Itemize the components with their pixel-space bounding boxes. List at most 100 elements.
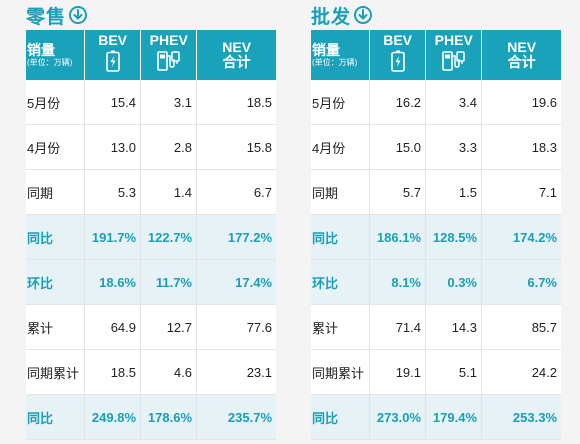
cell-nev: 15.8 (196, 125, 276, 169)
row-label: 累计 (27, 320, 54, 336)
cell-bev: 5.3 (84, 170, 140, 214)
cell-bev: 273.0% (369, 395, 425, 439)
cell-phev: 0.3% (425, 260, 481, 304)
cell-nev: 174.2% (481, 215, 561, 259)
table-body: 5月份 16.2 3.4 19.6 4月份 15.0 3.3 18.3 同期 5.7 1.5 7.1 同… (311, 80, 561, 440)
cell-phev: 122.7% (140, 215, 196, 259)
header-phev-label: PHEV (434, 32, 473, 48)
header-nev-line2: 合计 (222, 54, 251, 70)
battery-charge-icon (390, 50, 405, 77)
row-label: 同期累计 (312, 365, 365, 381)
table-row: 同期 5.3 1.4 6.7 (26, 170, 276, 215)
cell-phev: 128.5% (425, 215, 481, 259)
row-label: 5月份 (312, 95, 346, 111)
arrow-down-circle-icon (354, 6, 373, 24)
cell-bev: 5.7 (369, 170, 425, 214)
cell-nev: 19.6 (481, 80, 561, 124)
cell-nev: 85.7 (481, 305, 561, 349)
retail-panel: 零售 销量 (单位：万辆) BEV PHEV (26, 0, 276, 440)
cell-bev: 15.4 (84, 80, 140, 124)
table-row: 同期 5.7 1.5 7.1 (311, 170, 561, 215)
cell-phev: 12.7 (140, 305, 196, 349)
table-row: 同比 249.8% 178.6% 235.7% (26, 395, 276, 440)
header-bev: BEV (84, 30, 140, 80)
header-metric-unit: (单位：万辆) (27, 57, 73, 67)
cell-bev: 64.9 (84, 305, 140, 349)
row-label: 4月份 (312, 140, 346, 156)
cell-phev: 179.4% (425, 395, 481, 439)
header-nev: NEV 合计 (196, 30, 276, 80)
cell-nev: 253.3% (481, 395, 561, 439)
cell-phev: 3.4 (425, 80, 481, 124)
table-row: 4月份 13.0 2.8 15.8 (26, 125, 276, 170)
cell-bev: 16.2 (369, 80, 425, 124)
row-label: 同比 (27, 410, 54, 426)
cell-phev: 5.1 (425, 350, 481, 394)
table-row: 同比 186.1% 128.5% 174.2% (311, 215, 561, 260)
cell-bev: 13.0 (84, 125, 140, 169)
cell-bev: 15.0 (369, 125, 425, 169)
header-nev-line1: NEV (222, 39, 252, 55)
table-row: 5月份 15.4 3.1 18.5 (26, 80, 276, 125)
cell-nev: 17.4% (196, 260, 276, 304)
row-label: 累计 (312, 320, 339, 336)
table-row: 环比 18.6% 11.7% 17.4% (26, 260, 276, 305)
row-label: 同期 (27, 185, 54, 201)
header-bev-label: BEV (98, 32, 128, 48)
cell-nev: 6.7% (481, 260, 561, 304)
cell-nev: 235.7% (196, 395, 276, 439)
table-row: 累计 71.4 14.3 85.7 (311, 305, 561, 350)
cell-nev: 177.2% (196, 215, 276, 259)
cell-phev: 11.7% (140, 260, 196, 304)
table-row: 环比 8.1% 0.3% 6.7% (311, 260, 561, 305)
table-header: 销量 (单位：万辆) BEV PHEV (26, 30, 276, 80)
header-nev-line1: NEV (507, 39, 537, 55)
table-body: 5月份 15.4 3.1 18.5 4月份 13.0 2.8 15.8 同期 5.3 1.4 6.7 同… (26, 80, 276, 440)
cell-bev: 71.4 (369, 305, 425, 349)
cell-nev: 18.5 (196, 80, 276, 124)
table-row: 5月份 16.2 3.4 19.6 (311, 80, 561, 125)
row-label: 同期累计 (27, 365, 80, 381)
cell-bev: 249.8% (84, 395, 140, 439)
header-phev-label: PHEV (149, 32, 188, 48)
row-label: 同比 (27, 230, 54, 246)
cell-phev: 3.3 (425, 125, 481, 169)
cell-phev: 1.4 (140, 170, 196, 214)
header-metric-unit: (单位：万辆) (312, 57, 358, 67)
row-label: 同比 (312, 410, 339, 426)
cell-phev: 3.1 (140, 80, 196, 124)
cell-nev: 18.3 (481, 125, 561, 169)
cell-phev: 178.6% (140, 395, 196, 439)
cell-bev: 19.1 (369, 350, 425, 394)
header-metric-label: 销量 (312, 41, 340, 58)
cell-bev: 18.6% (84, 260, 140, 304)
header-bev: BEV (369, 30, 425, 80)
battery-charge-icon (105, 50, 120, 77)
header-bev-label: BEV (383, 32, 413, 48)
row-label: 环比 (312, 275, 339, 291)
cell-phev: 4.6 (140, 350, 196, 394)
table-row: 同比 191.7% 122.7% 177.2% (26, 215, 276, 260)
row-label: 同期 (312, 185, 339, 201)
header-nev-line2: 合计 (507, 54, 536, 70)
cell-bev: 8.1% (369, 260, 425, 304)
panel-title-row: 批发 (311, 0, 561, 30)
cell-nev: 24.2 (481, 350, 561, 394)
cell-nev: 7.1 (481, 170, 561, 214)
header-metric: 销量 (单位：万辆) (311, 30, 369, 80)
cell-phev: 1.5 (425, 170, 481, 214)
wholesale-panel: 批发 销量 (单位：万辆) BEV PHEV (311, 0, 561, 440)
cell-nev: 6.7 (196, 170, 276, 214)
row-label: 4月份 (27, 140, 61, 156)
cell-bev: 186.1% (369, 215, 425, 259)
cell-phev: 14.3 (425, 305, 481, 349)
cell-bev: 191.7% (84, 215, 140, 259)
table-row: 同比 273.0% 179.4% 253.3% (311, 395, 561, 440)
header-phev: PHEV (140, 30, 196, 80)
cell-bev: 18.5 (84, 350, 140, 394)
cell-phev: 2.8 (140, 125, 196, 169)
row-label: 5月份 (27, 95, 61, 111)
table-header: 销量 (单位：万辆) BEV PHEV (311, 30, 561, 80)
table-row: 同期累计 18.5 4.6 23.1 (26, 350, 276, 395)
header-metric-label: 销量 (27, 41, 55, 58)
